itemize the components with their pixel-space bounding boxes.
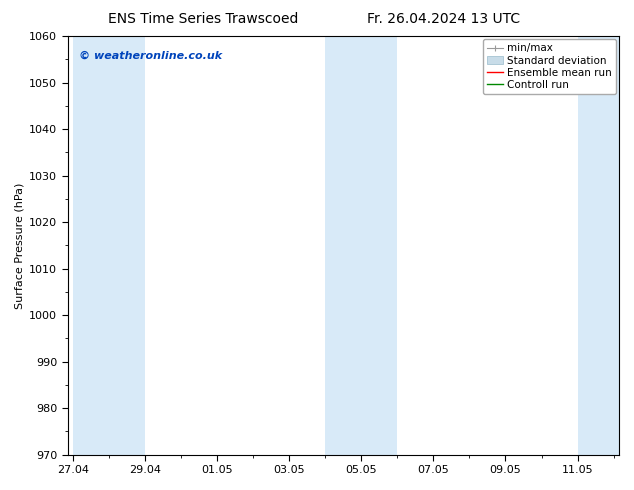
Bar xyxy=(325,36,361,455)
Bar xyxy=(361,36,398,455)
Bar xyxy=(73,36,109,455)
Bar xyxy=(578,36,619,455)
Text: ENS Time Series Trawscoed: ENS Time Series Trawscoed xyxy=(108,12,298,26)
Legend: min/max, Standard deviation, Ensemble mean run, Controll run: min/max, Standard deviation, Ensemble me… xyxy=(483,39,616,94)
Text: © weatheronline.co.uk: © weatheronline.co.uk xyxy=(79,51,222,61)
Text: Fr. 26.04.2024 13 UTC: Fr. 26.04.2024 13 UTC xyxy=(367,12,521,26)
Bar xyxy=(109,36,145,455)
Y-axis label: Surface Pressure (hPa): Surface Pressure (hPa) xyxy=(15,182,25,309)
